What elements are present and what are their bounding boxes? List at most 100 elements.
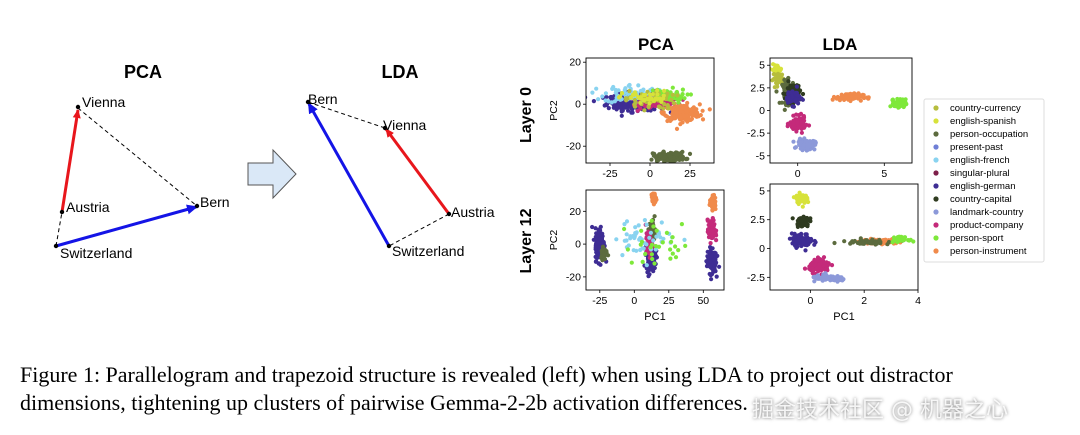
legend-frame: [923, 98, 1045, 263]
point-country-currency: [623, 96, 629, 101]
x-axis-label: PC1: [644, 311, 665, 323]
point-product-company: [794, 121, 800, 126]
point-person-instrument: [834, 96, 839, 101]
point-landmark-country: [841, 277, 846, 282]
point-person-sport: [892, 103, 897, 108]
point-person-occupation: [651, 153, 656, 158]
point-person-sport: [676, 100, 681, 105]
point-english-spanish: [797, 190, 802, 195]
legend-swatch: [933, 248, 939, 254]
point-person-instrument: [651, 202, 657, 207]
point-person-instrument: [882, 238, 887, 243]
point-country-capital: [795, 221, 800, 226]
panel-frame: [769, 57, 913, 164]
point-english-german: [651, 269, 656, 274]
point-person-sport: [907, 238, 912, 243]
point-person-sport: [653, 244, 659, 249]
x-tick-label: 0: [795, 168, 801, 180]
point-english-german: [786, 95, 791, 100]
point-english-german: [795, 93, 800, 98]
point-person-instrument: [678, 122, 683, 127]
point-english-german: [600, 231, 605, 236]
point-person-sport: [680, 87, 686, 92]
point-english-spanish: [662, 88, 667, 93]
point-country-currency: [772, 85, 777, 90]
point-person-sport: [648, 245, 653, 250]
point-english-french: [642, 218, 648, 223]
point-english-german: [620, 108, 625, 113]
point-person-sport: [668, 247, 673, 252]
point-english-spanish: [802, 200, 807, 205]
point-person-occupation: [684, 157, 689, 162]
point-english-german: [622, 101, 628, 106]
point-product-company: [708, 241, 713, 246]
point-country-capital: [786, 79, 791, 84]
point-country-currency: [642, 108, 647, 113]
point-person-instrument: [682, 113, 687, 119]
point-person-sport: [650, 256, 655, 262]
point-product-company: [804, 122, 809, 127]
row-label-layer-12: Layer 12: [518, 208, 535, 273]
point-english-german: [646, 274, 651, 279]
point-english-german: [705, 249, 710, 254]
y-tick-label: 5: [759, 185, 765, 197]
point-person-instrument: [709, 199, 714, 204]
x-tick-label: 4: [915, 295, 921, 307]
point-english-french: [638, 247, 643, 253]
point-english-spanish: [777, 68, 783, 73]
legend-label-english-german: english-german: [950, 181, 1015, 192]
point-person-occupation: [654, 159, 660, 163]
point-english-german: [604, 94, 609, 100]
point-person-occupation: [850, 239, 855, 244]
point-person-sport: [639, 228, 644, 233]
pca-red-arrow: [60, 109, 81, 213]
point-person-instrument: [669, 115, 674, 120]
point-english-german: [708, 258, 713, 264]
transition-arrow: [247, 148, 297, 200]
point-english-french: [603, 98, 608, 103]
point-english-german: [598, 228, 603, 233]
point-landmark-country: [815, 273, 821, 278]
point-country-currency: [675, 93, 680, 98]
point-english-german: [803, 248, 808, 253]
point-person-occupation: [687, 151, 693, 156]
point-english-german: [717, 264, 722, 269]
point-person-sport: [622, 226, 627, 232]
point-person-occupation: [867, 239, 873, 245]
point-person-sport: [651, 224, 656, 229]
point-english-german: [600, 241, 605, 246]
point-person-instrument: [838, 95, 843, 100]
point-english-german: [586, 95, 588, 100]
point-landmark-country: [792, 145, 798, 150]
point-person-instrument: [653, 198, 658, 203]
point-country-currency: [661, 106, 666, 111]
point-english-german: [645, 270, 650, 275]
point-product-company: [829, 263, 835, 268]
point-english-french: [651, 238, 656, 243]
point-person-sport: [670, 235, 675, 240]
point-english-french: [622, 238, 627, 243]
scatter-panel-4: 5 2.5 0 -2.5 0 2 4 PC1: [747, 183, 921, 323]
pca-label-switzerland: Switzerland: [60, 245, 132, 261]
point-country-currency: [646, 104, 651, 110]
lda-label-switzerland: Switzerland: [392, 243, 464, 259]
point-person-sport: [643, 251, 648, 257]
point-person-sport: [679, 222, 685, 227]
point-person-sport: [678, 97, 683, 102]
point-country-capital: [788, 86, 793, 91]
point-english-german: [593, 226, 598, 231]
point-english-french: [620, 253, 625, 258]
point-product-company: [791, 119, 796, 124]
lda-point-bern: [305, 99, 311, 105]
point-english-german: [712, 264, 717, 269]
y-tick-label: -20: [566, 141, 581, 153]
point-person-instrument: [690, 106, 695, 111]
point-english-german: [619, 113, 624, 118]
point-person-sport: [639, 239, 645, 244]
point-product-company: [815, 266, 820, 272]
legend-label-country-capital: country-capital: [950, 194, 1012, 205]
legend-swatch: [933, 105, 939, 111]
point-english-german: [709, 254, 714, 259]
point-country-capital: [790, 216, 795, 221]
point-person-sport: [640, 259, 645, 264]
